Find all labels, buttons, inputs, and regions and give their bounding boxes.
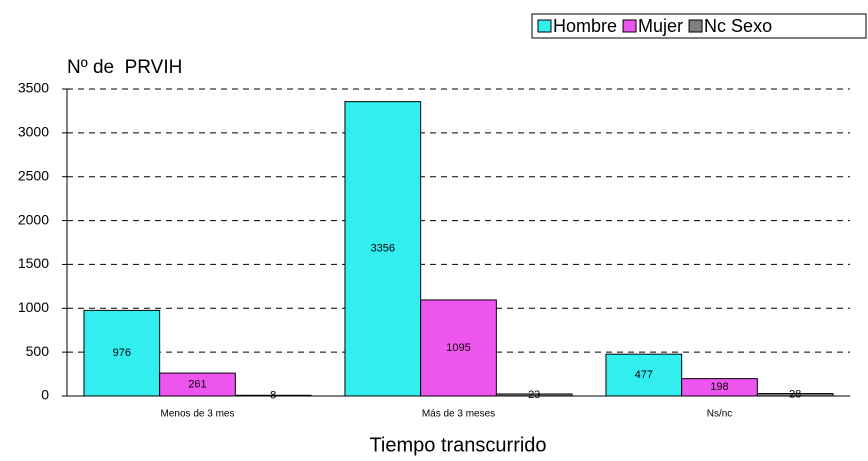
data-label: 477	[635, 369, 653, 381]
bar	[83, 309, 161, 397]
y-tick-label: 3500	[18, 80, 49, 96]
data-label: 28	[789, 389, 801, 401]
data-label: 976	[113, 347, 131, 359]
data-label: 1095	[446, 342, 470, 354]
y-axis-label: Nº de PRVIH	[67, 57, 182, 78]
x-tick-label: Más de 3 meses	[422, 409, 495, 420]
legend-label: Hombre	[553, 16, 617, 36]
x-tick-label: Menos de 3 mes	[161, 409, 235, 420]
bar	[420, 299, 497, 397]
legend-label: Mujer	[638, 16, 683, 36]
data-label: 261	[188, 378, 206, 390]
x-axis-label: Tiempo transcurrido	[369, 434, 546, 456]
data-label: 23	[528, 389, 540, 401]
bar	[605, 353, 683, 397]
bar	[344, 101, 422, 397]
legend-swatch	[622, 19, 637, 33]
data-label: 3356	[371, 243, 395, 255]
x-tick-label: Ns/nc	[707, 409, 733, 420]
y-tick-label: 1000	[18, 299, 49, 315]
y-tick-label: 1500	[18, 255, 49, 271]
data-label: 198	[710, 381, 728, 393]
y-tick-label: 2000	[18, 211, 49, 227]
legend-swatch	[537, 19, 552, 33]
y-tick-label: 0	[41, 387, 49, 403]
y-tick-label: 2500	[18, 167, 49, 183]
y-tick-label: 3000	[18, 124, 49, 140]
legend-swatch	[688, 19, 703, 33]
legend-label: Nc Sexo	[704, 16, 772, 36]
y-tick-label: 500	[26, 343, 50, 359]
